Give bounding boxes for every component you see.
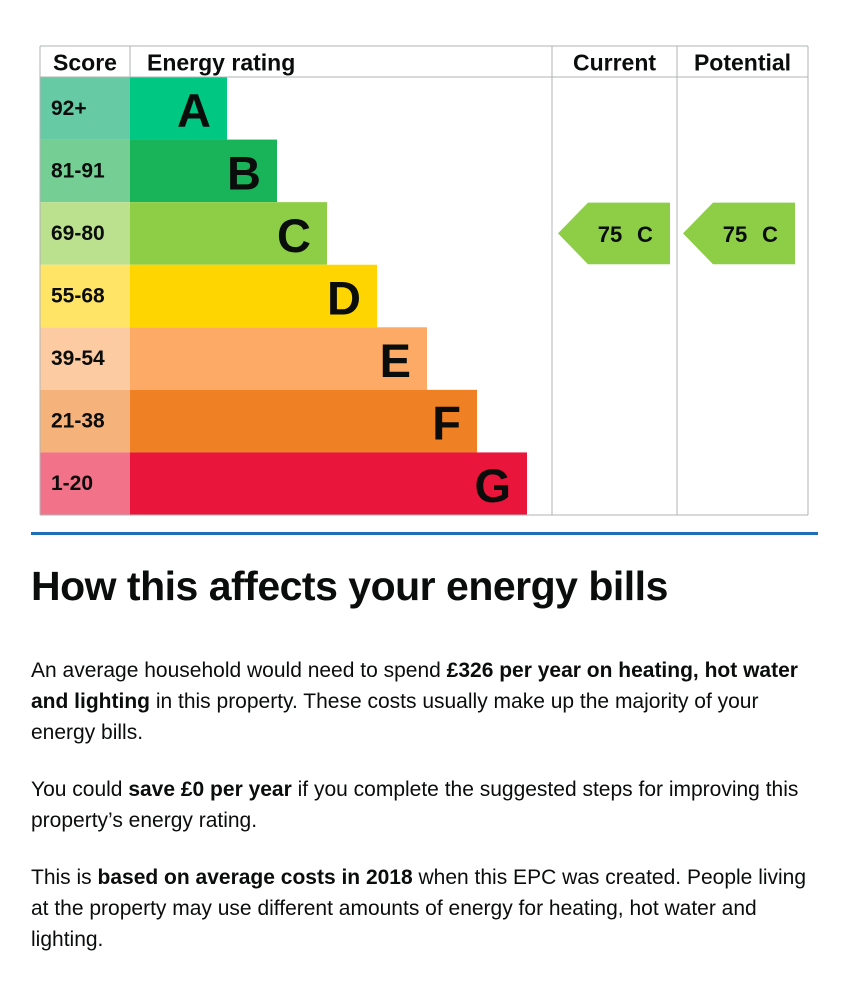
bold-text: save £0 per year (128, 778, 292, 801)
header-potential: Potential (694, 50, 791, 76)
paragraphs: An average household would need to spend… (31, 655, 821, 981)
score-cell (40, 77, 130, 140)
rating-letter: F (432, 397, 461, 450)
rating-bar (130, 389, 477, 453)
paragraph: An average household would need to spend… (31, 655, 821, 748)
text: You could (31, 778, 129, 801)
section-heading: How this affects your energy bills (31, 563, 668, 609)
section-rule (31, 532, 818, 535)
rating-bar (130, 202, 327, 265)
potential-rating: C (762, 222, 778, 247)
score-band: 69-80 (51, 222, 105, 245)
text: if you complete the suggested steps for … (31, 778, 799, 832)
rating-bar (130, 452, 527, 515)
text: in this property. These costs usually ma… (31, 690, 759, 744)
score-cell (40, 327, 130, 390)
score-band: 1-20 (51, 472, 93, 495)
header-current: Current (573, 50, 656, 76)
text: when this EPC was created. People living… (31, 866, 807, 951)
rating-bar (130, 264, 377, 328)
potential-arrow (683, 202, 795, 265)
header-rating: Energy rating (147, 50, 295, 76)
rating-bar (130, 327, 427, 390)
score-band: 81-91 (51, 159, 105, 182)
epc-graph: Score Energy rating Current Potential 92+ A 81… (39, 45, 809, 516)
score-cell (40, 202, 130, 265)
paragraph: You could save £0 per year if you comple… (31, 774, 821, 836)
paragraph: This is based on average costs in 2018 w… (31, 862, 821, 955)
rating-letter: G (474, 459, 511, 512)
current-score: 75 (598, 222, 622, 247)
current-rating: C (637, 222, 653, 247)
rating-bar (130, 139, 277, 203)
rating-letter: B (227, 146, 261, 199)
score-cell (40, 139, 130, 203)
text: An average household would need to spend (31, 659, 447, 682)
score-band: 21-38 (51, 410, 105, 433)
bold-text: £326 per year on heating, hot water and … (31, 659, 798, 713)
score-band: 92+ (51, 97, 87, 120)
bold-text: based on average costs in 2018 (97, 866, 413, 889)
header-score: Score (53, 50, 117, 76)
rating-letter: C (277, 209, 311, 262)
score-cell (40, 389, 130, 453)
score-band: 55-68 (51, 285, 105, 308)
rating-letter: D (327, 272, 361, 325)
rating-letter: E (380, 334, 411, 387)
score-band: 39-54 (51, 347, 105, 370)
score-cell (40, 452, 130, 515)
text: This is (31, 866, 98, 889)
rating-bar (130, 77, 227, 140)
current-arrow (558, 202, 670, 265)
potential-score: 75 (723, 222, 747, 247)
rating-letter: A (177, 84, 211, 137)
score-cell (40, 264, 130, 328)
